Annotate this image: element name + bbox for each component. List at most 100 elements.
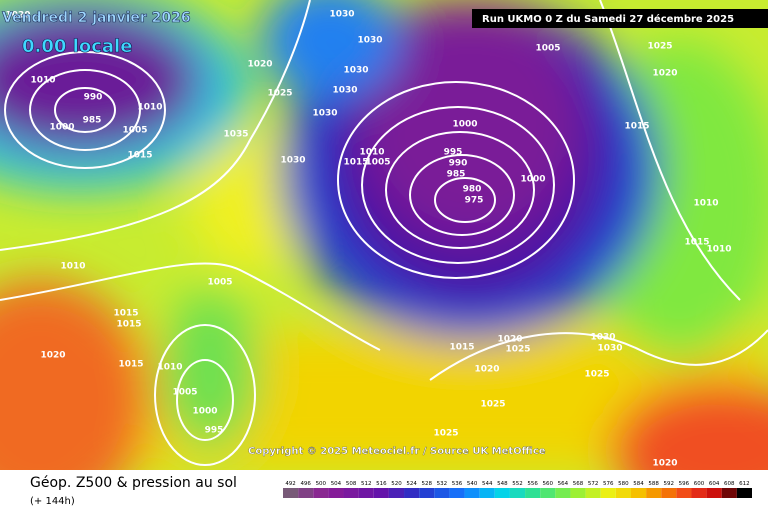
colorbar-label: 492 xyxy=(285,481,296,487)
colorbar-label: 612 xyxy=(739,481,750,487)
isobar-label: 1020 xyxy=(652,69,677,79)
isobar-label: 1000 xyxy=(192,407,217,417)
colorbar-label: 600 xyxy=(694,481,705,487)
copyright: Copyright © 2025 Meteociel.fr / Source U… xyxy=(248,446,546,457)
colorbar-label: 560 xyxy=(543,481,554,487)
isobar-label: 1020 xyxy=(474,365,499,375)
colorbar-label: 576 xyxy=(603,481,614,487)
isobar-label: 1015 xyxy=(113,309,138,319)
isobar-label: 1030 xyxy=(590,333,615,343)
colorbar-cell xyxy=(479,488,495,498)
isobar-label: 1030 xyxy=(329,10,354,20)
colorbar-label: 552 xyxy=(512,481,523,487)
isobar-label: 1025 xyxy=(480,400,505,410)
colorbar-cell xyxy=(706,488,722,498)
date: Vendredi 2 janvier 2026 xyxy=(2,10,191,26)
isobar-label: 1030 xyxy=(280,156,305,166)
colorbar-cell xyxy=(736,488,752,498)
colorbar-cell xyxy=(328,488,344,498)
colorbar-cell xyxy=(419,488,435,498)
footer-lead: (+ 144h) xyxy=(30,496,75,507)
colorbar-label: 536 xyxy=(452,481,463,487)
colorbar-label: 512 xyxy=(361,481,372,487)
isobar-label: 1030 xyxy=(343,66,368,76)
isobar-label: 1035 xyxy=(223,130,248,140)
colorbar-cell xyxy=(358,488,374,498)
colorbar-label: 524 xyxy=(406,481,417,487)
isobar-label: 1030 xyxy=(357,36,382,46)
isobar-label: 1010 xyxy=(60,262,85,272)
colorbar-label: 504 xyxy=(331,481,342,487)
isobar-label: 1005 xyxy=(535,44,560,54)
colorbar-label: 532 xyxy=(437,481,448,487)
colorbar-cell xyxy=(646,488,662,498)
colorbar-cell xyxy=(388,488,405,498)
isobar-label: 1020 xyxy=(5,11,30,21)
colorbar-label: 588 xyxy=(648,481,659,487)
colorbar-label: 540 xyxy=(467,481,478,487)
colorbar-label: 500 xyxy=(316,481,327,487)
isobar-label: 995 xyxy=(205,426,224,436)
footer-title: Géop. Z500 & pression au sol xyxy=(30,475,237,491)
colorbar-label: 564 xyxy=(558,481,569,487)
colorbar-label: 544 xyxy=(482,481,493,487)
colorbar-cell xyxy=(676,488,692,498)
isobar-label: 1000 xyxy=(49,123,74,133)
colorbar: 492 496 500 504 508 512 516 520 524 528 532 536 540 5… xyxy=(283,481,752,498)
colorbar-label: 604 xyxy=(709,481,720,487)
isobar-label: 1015 xyxy=(684,238,709,248)
isobar-label: 1015 xyxy=(449,343,474,353)
run-box xyxy=(472,9,768,28)
isobar-label: 1010 xyxy=(359,148,384,158)
isobar-label: 1015 xyxy=(624,122,649,132)
colorbar-cell xyxy=(525,488,541,498)
colorbar-cell xyxy=(434,488,450,498)
isobar-label: 1015 xyxy=(118,360,143,370)
isobar-label: 1000 xyxy=(452,120,477,130)
colorbar-label: 608 xyxy=(724,481,735,487)
isobar-label: 1010 xyxy=(137,103,162,113)
isobar-label: 1015 xyxy=(116,320,141,330)
isobar-label: 1030 xyxy=(597,344,622,354)
colorbar-cell xyxy=(721,488,737,498)
colorbar-cell xyxy=(691,488,707,498)
colorbar-label: 520 xyxy=(391,481,402,487)
colorbar-label: 580 xyxy=(618,481,629,487)
colorbar-label: 596 xyxy=(679,481,690,487)
colorbar-label: 584 xyxy=(633,481,644,487)
colorbar-label: 556 xyxy=(527,481,538,487)
isobar-label: 990 xyxy=(84,93,103,103)
isobar-labels: 9909851000101010051010101510201025103510… xyxy=(5,10,731,469)
colorbar-cell xyxy=(540,488,556,498)
colorbar-label: 548 xyxy=(497,481,508,487)
isobar-label: 1025 xyxy=(584,370,609,380)
isobar-label: 980 xyxy=(463,185,482,195)
isobar-label: 1025 xyxy=(647,42,672,52)
isobar-label: 1010 xyxy=(30,76,55,86)
isobar-label: 995 xyxy=(444,148,463,158)
colorbar-label: 516 xyxy=(376,481,387,487)
colorbar-cell xyxy=(449,488,465,498)
isobar-label: 1025 xyxy=(505,345,530,355)
isobar-label: 1020 xyxy=(497,335,522,345)
colorbar-cell xyxy=(661,488,677,498)
colorbar-cell xyxy=(313,488,329,498)
colorbar-cell xyxy=(585,488,601,498)
isobar-label: 1010 xyxy=(693,199,718,209)
isobar-label: 1020 xyxy=(40,351,65,361)
colorbar-cell xyxy=(555,488,571,498)
isobar-label: 1010 xyxy=(157,363,182,373)
header: Vendredi 2 janvier 2026 0.00 locale Run … xyxy=(2,9,768,57)
colorbar-label: 568 xyxy=(573,481,584,487)
isobar-label: 985 xyxy=(447,170,466,180)
colorbar-cell xyxy=(630,488,647,498)
isobar-label: 1015 xyxy=(343,158,368,168)
isobar-label: 1015 xyxy=(127,151,152,161)
colorbar-cell xyxy=(509,488,526,498)
isobars xyxy=(0,0,768,466)
colorbar-label: 496 xyxy=(300,481,311,487)
isobar-label: 1030 xyxy=(332,86,357,96)
isobar-label: 1005 xyxy=(122,126,147,136)
colorbar-cell xyxy=(570,488,586,498)
isobar-label: 975 xyxy=(465,196,484,206)
